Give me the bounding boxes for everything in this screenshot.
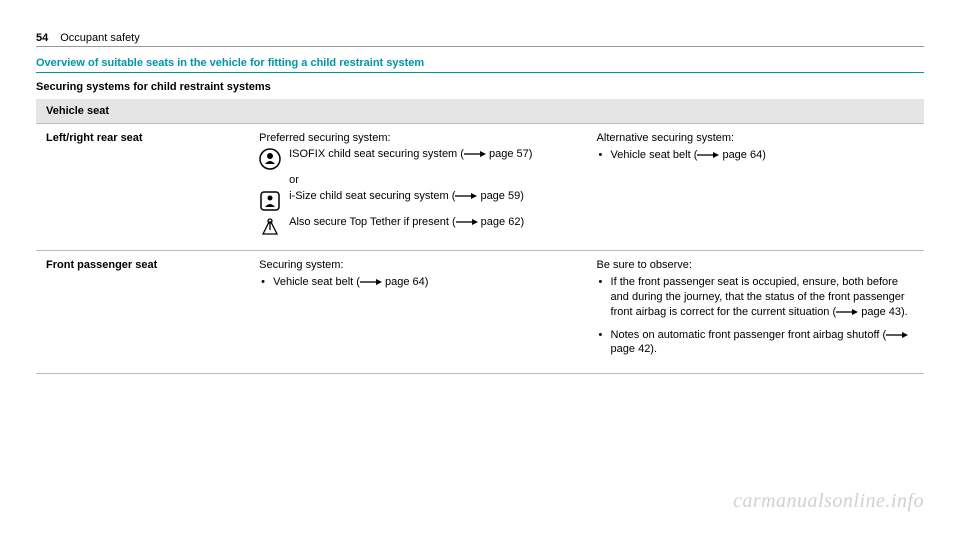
list-item: If the front passenger seat is occupied,… (597, 275, 914, 320)
arrow-icon (886, 331, 908, 339)
col-heading: Securing system: (259, 259, 576, 271)
alternative-system-cell: Alternative securing system: Vehicle sea… (587, 124, 924, 251)
arrow-icon (455, 192, 477, 200)
col-heading: Preferred securing system: (259, 132, 576, 144)
securing-system-cell: Securing system: Vehicle seat belt ( pag… (249, 251, 586, 374)
watermark: carmanualsonline.info (733, 490, 924, 513)
page-ref: page 62) (478, 216, 524, 228)
seat-label: Left/right rear seat (36, 124, 249, 251)
arrow-icon (836, 308, 858, 316)
bullet-list: Vehicle seat belt ( page 64) (597, 148, 914, 163)
page-ref: page 43). (858, 306, 908, 318)
system-text: Also secure Top Tether if present ( page… (289, 216, 576, 228)
seat-label: Front passenger seat (36, 251, 249, 374)
text-pre: Vehicle seat belt ( (273, 276, 360, 288)
system-item: ISOFIX child seat securing system ( page… (259, 148, 576, 170)
arrow-icon (456, 218, 478, 226)
page-ref: page 42). (611, 343, 657, 355)
col-heading: Alternative securing system: (597, 132, 914, 144)
page-header: 54 Occupant safety (36, 32, 924, 47)
page-ref: page 64) (382, 276, 428, 288)
page-ref: page 64) (719, 149, 765, 161)
arrow-icon (697, 151, 719, 159)
system-item: i-Size child seat securing system ( page… (259, 190, 576, 212)
isofix-icon (259, 148, 281, 170)
text-pre: Vehicle seat belt ( (611, 149, 698, 161)
system-text: ISOFIX child seat securing system ( page… (289, 148, 576, 160)
arrow-icon (360, 278, 382, 286)
system-text: i-Size child seat securing system ( page… (289, 190, 576, 202)
system-item: Also secure Top Tether if present ( page… (259, 216, 576, 238)
bullet-list: Vehicle seat belt ( page 64) (259, 275, 576, 290)
list-item: Notes on automatic front passenger front… (597, 328, 914, 358)
bullet-list: If the front passenger seat is occupied,… (597, 275, 914, 357)
text-pre: i-Size child seat securing system ( (289, 190, 455, 202)
text-pre: Also secure Top Tether if present ( (289, 216, 456, 228)
page-number: 54 (36, 32, 48, 44)
list-item: Vehicle seat belt ( page 64) (597, 148, 914, 163)
arrow-icon (464, 150, 486, 158)
observe-cell: Be sure to observe: If the front passeng… (587, 251, 924, 374)
text-pre: ISOFIX child seat securing system ( (289, 148, 464, 160)
table-row: Left/right rear seat Preferred securing … (36, 124, 924, 251)
page-ref: page 59) (477, 190, 523, 202)
table-header: Vehicle seat (36, 99, 924, 124)
text-pre: Notes on automatic front passenger front… (611, 329, 887, 341)
list-item: Vehicle seat belt ( page 64) (259, 275, 576, 290)
subtitle: Securing systems for child restraint sys… (36, 81, 924, 93)
isize-icon (259, 190, 281, 212)
page-ref: page 57) (486, 148, 532, 160)
table-row: Front passenger seat Securing system: Ve… (36, 251, 924, 374)
preferred-system-cell: Preferred securing system: ISOFIX child … (249, 124, 586, 251)
section-name: Occupant safety (60, 32, 140, 44)
col-heading: Be sure to observe: (597, 259, 914, 271)
section-title: Overview of suitable seats in the vehicl… (36, 57, 924, 73)
or-text: or (289, 174, 576, 186)
tether-icon (259, 216, 281, 238)
seat-table: Vehicle seat Left/right rear seat Prefer… (36, 99, 924, 374)
